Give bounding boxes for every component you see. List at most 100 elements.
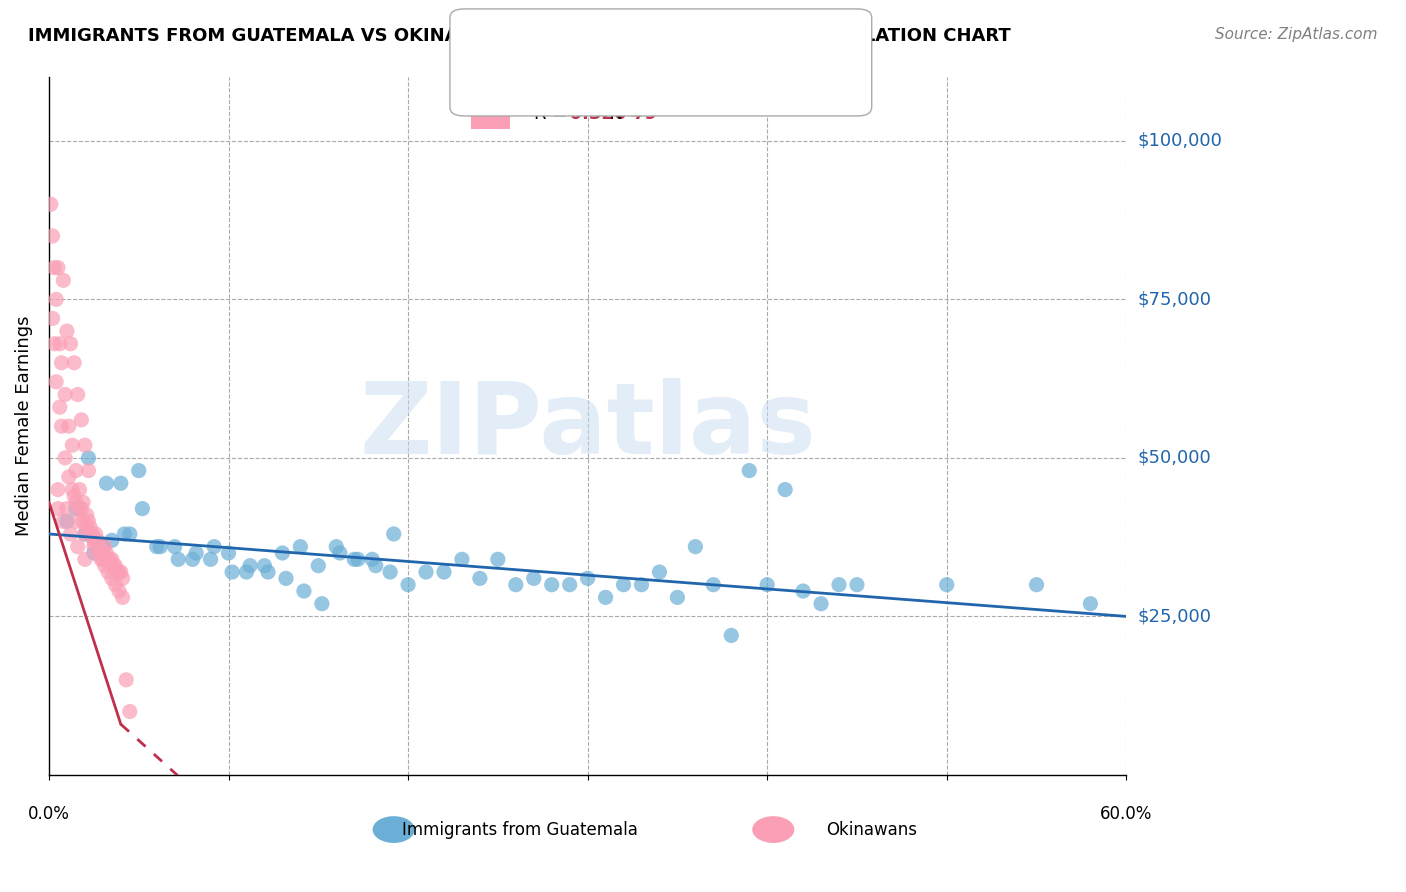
Point <box>307 558 329 573</box>
Point <box>46 483 69 497</box>
Point <box>846 577 869 591</box>
Point <box>505 577 527 591</box>
Text: 0.0%: 0.0% <box>28 805 70 823</box>
Point <box>79 527 101 541</box>
Point <box>101 571 124 585</box>
Point <box>41 229 63 244</box>
Point <box>73 552 96 566</box>
Text: $25,000: $25,000 <box>1137 607 1212 625</box>
Point <box>756 577 779 591</box>
Point <box>666 591 689 605</box>
Point <box>58 419 80 434</box>
Point <box>93 540 115 554</box>
Y-axis label: Median Female Earnings: Median Female Earnings <box>15 316 32 536</box>
Bar <box>471 99 510 129</box>
Point <box>110 565 132 579</box>
Point <box>1080 597 1102 611</box>
Point <box>72 495 94 509</box>
Point <box>59 527 82 541</box>
Point <box>69 501 91 516</box>
Point <box>89 540 111 554</box>
Point <box>73 438 96 452</box>
Point <box>523 571 546 585</box>
Point <box>66 540 89 554</box>
Point <box>685 540 707 554</box>
Point <box>361 552 384 566</box>
Point <box>810 597 832 611</box>
Point <box>200 552 222 566</box>
Point <box>73 527 96 541</box>
Point <box>90 552 112 566</box>
Point <box>111 571 134 585</box>
Point <box>1025 577 1047 591</box>
Point <box>72 514 94 528</box>
Text: Okinawans: Okinawans <box>827 821 917 838</box>
Point <box>73 527 96 541</box>
Point <box>396 577 419 591</box>
Point <box>290 540 312 554</box>
Text: N =: N = <box>598 78 644 96</box>
Text: -0.326: -0.326 <box>562 105 627 123</box>
Point <box>60 483 83 497</box>
Point <box>149 540 172 554</box>
Point <box>69 483 91 497</box>
Point <box>292 584 315 599</box>
Point <box>253 558 276 573</box>
Point <box>60 438 83 452</box>
Point <box>59 336 82 351</box>
Point <box>415 565 437 579</box>
Point <box>128 464 150 478</box>
Point <box>48 400 70 414</box>
Point <box>433 565 456 579</box>
Point <box>378 565 401 579</box>
Point <box>77 514 100 528</box>
Point <box>76 508 98 522</box>
Point <box>202 540 225 554</box>
Point <box>451 552 474 566</box>
Text: $50,000: $50,000 <box>1137 449 1211 467</box>
Text: R =: R = <box>534 78 568 96</box>
Point <box>235 565 257 579</box>
Point <box>51 356 73 370</box>
Point <box>44 260 66 275</box>
Circle shape <box>373 816 415 843</box>
Point <box>96 476 118 491</box>
Point <box>108 565 131 579</box>
Point <box>45 375 67 389</box>
Text: ZIPatlas: ZIPatlas <box>359 377 815 475</box>
Point <box>83 533 105 548</box>
Text: 60.0%: 60.0% <box>1099 805 1153 823</box>
Point <box>104 558 127 573</box>
Point <box>65 501 87 516</box>
Point <box>41 311 63 326</box>
Point <box>91 540 114 554</box>
Point <box>98 552 121 566</box>
Text: R = -0.296   N = 71: R = -0.296 N = 71 <box>523 78 700 96</box>
Point <box>83 546 105 560</box>
Point <box>56 514 79 528</box>
Point <box>79 521 101 535</box>
Point <box>76 521 98 535</box>
Point <box>118 705 141 719</box>
Point <box>274 571 297 585</box>
Point <box>382 527 405 541</box>
Point <box>468 571 491 585</box>
Text: N =: N = <box>598 105 644 123</box>
Point <box>935 577 957 591</box>
Point <box>48 336 70 351</box>
Point <box>83 540 105 554</box>
Point <box>773 483 796 497</box>
Point <box>221 565 243 579</box>
Point <box>630 577 652 591</box>
Point <box>828 577 851 591</box>
Point <box>311 597 333 611</box>
Point <box>93 558 115 573</box>
Text: 71: 71 <box>633 78 658 96</box>
Point <box>66 387 89 401</box>
Point <box>163 540 186 554</box>
Point <box>91 552 114 566</box>
Point <box>702 577 724 591</box>
Point <box>63 489 86 503</box>
Point <box>792 584 814 599</box>
Point <box>86 533 108 548</box>
